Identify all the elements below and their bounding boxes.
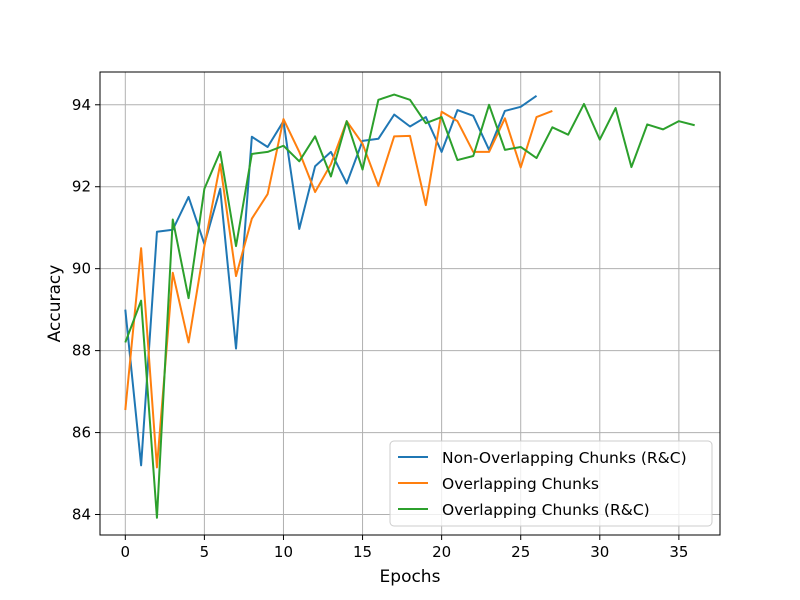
y-tick-label: 88 <box>72 342 91 360</box>
series-line-2 <box>124 109 553 469</box>
series-line-3 <box>124 93 695 519</box>
grid <box>100 72 720 535</box>
x-axis-label: Epochs <box>380 567 441 587</box>
legend-box <box>389 440 713 527</box>
x-tick-label: 5 <box>200 543 210 561</box>
x-tick-label: 30 <box>590 543 609 561</box>
x-tick-label: 25 <box>511 543 530 561</box>
x-tick-label: 35 <box>669 543 688 561</box>
series-line-1 <box>124 94 538 467</box>
legend-entry: Overlapping Chunks (R&C) <box>442 501 650 519</box>
x-tick-label: 20 <box>432 543 451 561</box>
series-lines <box>124 93 695 519</box>
x-tick-label: 10 <box>274 543 293 561</box>
x-tick-label: 0 <box>121 543 131 561</box>
y-axis-ticks: 84 86 88 90 92 94 <box>72 96 100 524</box>
plot-frame <box>99 71 721 536</box>
y-tick-label: 90 <box>72 260 91 278</box>
y-tick-label: 94 <box>72 96 91 114</box>
y-tick-label: 86 <box>72 424 91 442</box>
y-tick-label: 92 <box>72 178 91 196</box>
x-tick-label: 15 <box>353 543 372 561</box>
x-axis-ticks: 0 5 10 15 20 25 30 35 <box>121 535 688 561</box>
legend: Non-Overlapping Chunks (R&C) Overlapping … <box>389 440 713 527</box>
y-tick-label: 84 <box>72 506 91 524</box>
legend-entry: Non-Overlapping Chunks (R&C) <box>442 449 687 467</box>
y-axis-label: Accuracy <box>45 265 65 343</box>
legend-entry: Overlapping Chunks <box>442 475 599 493</box>
